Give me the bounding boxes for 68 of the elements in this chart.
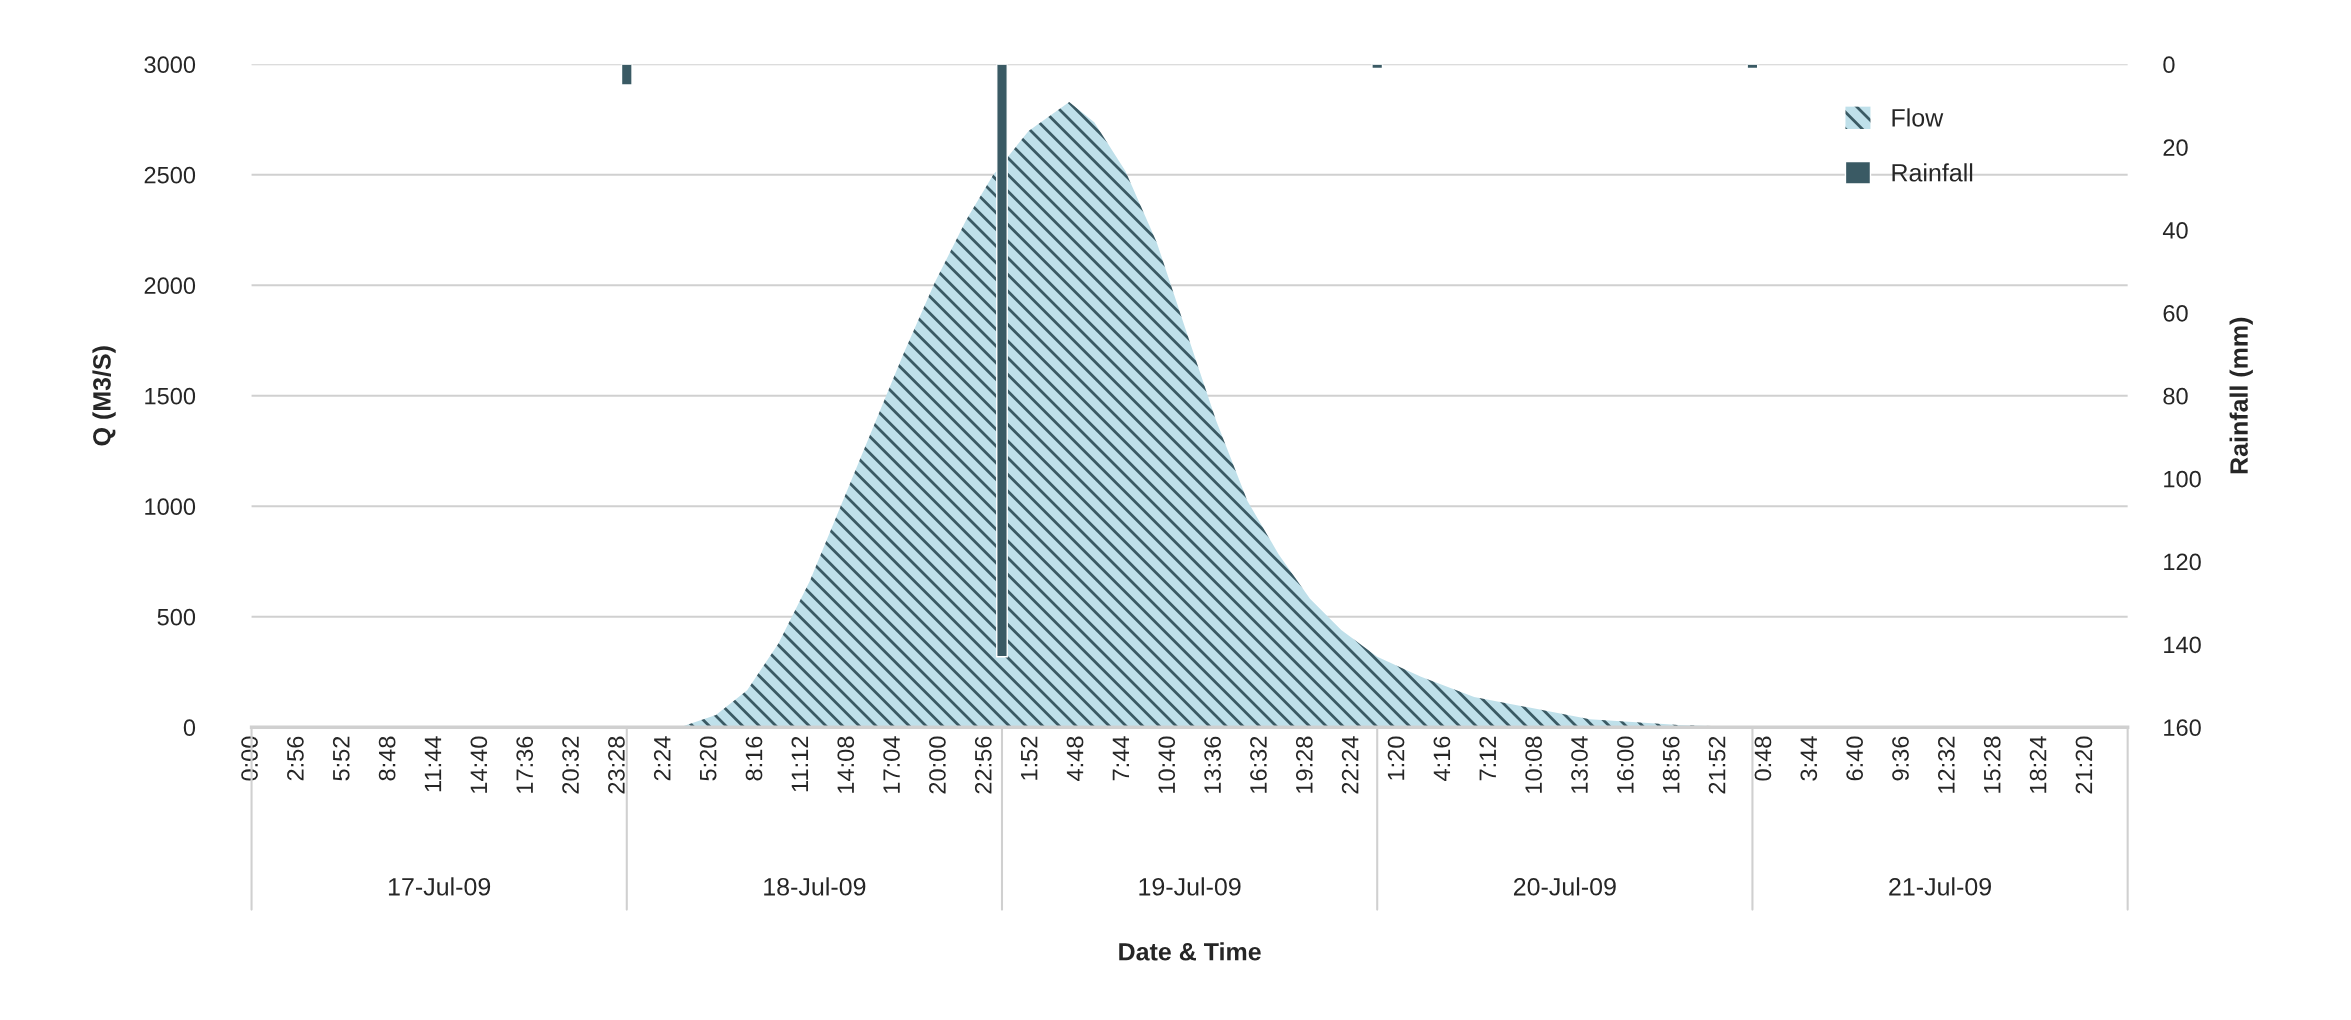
x-tick-label: 8:16 [745,736,763,781]
x-tick-label: 14:08 [837,736,855,793]
x-tick-label: 22:56 [974,736,992,794]
x-tick-label: 14:40 [470,736,488,793]
x-tick-label: 10:40 [1158,736,1176,793]
y-tick-label: 2000 [144,277,196,295]
x-tick-label: 3:44 [1800,736,1818,781]
x-tick-label: 19:28 [1295,736,1313,793]
y2-tick-label: 100 [2164,470,2201,488]
x-tick-label: 22:24 [1341,736,1359,794]
x-tick-label: 17:36 [516,736,534,793]
y-tick-label: 2500 [144,166,196,184]
x2-tick-label: 18-Jul-09 [764,877,866,896]
y2-tick-label: 60 [2163,304,2188,322]
x-tick-label: 18:24 [2029,736,2047,793]
bar [996,64,1008,658]
x-tick-label: 1:20 [1387,736,1405,780]
y2-tick-label: 120 [2164,553,2201,571]
x2-tick-label: 20-Jul-09 [1513,877,1616,896]
x-tick-label: 10:08 [1525,736,1542,793]
x-tick-label: 7:44 [1112,736,1130,781]
y2-tick-label: 80 [2163,387,2188,405]
y2-tick-label: 160 [2164,719,2201,737]
x-tick-label: 4:16 [1433,736,1451,781]
x-tick-label: 1:52 [1020,736,1038,780]
x-tick-label: 11:44 [424,736,442,792]
y-tick-label: 0 [183,719,196,737]
x-tick-label: 5:52 [332,736,350,781]
x-tick-label: 20:00 [929,736,946,794]
x-tick-label: 23:28 [608,736,625,794]
x-tick-label: 21:20 [2075,736,2093,794]
y-axis-title: Q (M3/S) [92,346,116,446]
x-tick-label: 13:36 [1204,736,1221,793]
bar [620,64,633,86]
y2-tick-label: 0 [2163,56,2175,74]
x-tick-label: 5:20 [699,736,717,781]
x-tick-label: 9:36 [1892,736,1909,781]
x-tick-label: 2:56 [287,736,304,781]
x-tick-label: 16:32 [1250,736,1267,793]
x-tick-label: 4:48 [1066,736,1084,781]
y2-tick-label: 20 [2163,139,2188,156]
x2-tick-label: 21-Jul-09 [1889,877,1991,896]
x-tick-label: 11:12 [791,736,808,792]
y-tick-label: 1000 [145,498,196,516]
y2-tick-label: 40 [2162,222,2188,239]
y2-tick-label: 140 [2164,636,2201,654]
y-tick-label: 1500 [145,387,196,405]
x-tick-label: 16:00 [1616,736,1634,793]
x-tick-label: 13:04 [1571,736,1588,793]
x-tick-label: 8:48 [378,736,396,781]
x-tick-label: 21:52 [1708,736,1726,794]
x2-tick-label: 17-Jul-09 [388,877,491,896]
x-tick-label: 0:48 [1754,736,1772,781]
x-tick-label: 20:32 [562,736,579,794]
legend-label: Flow [1892,108,1944,127]
x-tick-label: 12:32 [1938,736,1955,793]
x-tick-label: 18:56 [1662,736,1680,793]
x2-tick-label: 19-Jul-09 [1139,877,1241,896]
legend-label: Rainfall [1892,163,1973,182]
x-axis-title: Date & Time [1119,942,1261,961]
y-tick-label: 500 [157,608,196,626]
y-tick-label: 3000 [144,56,196,74]
x-tick-label: 2:24 [653,736,671,781]
x-tick-label: 7:12 [1479,736,1496,781]
x-tick-label: 15:28 [1983,736,2001,793]
x-tick-label: 17:04 [883,736,900,793]
x-tick-label: 6:40 [1846,736,1863,781]
y2-axis-title: Rainfall (mm) [2229,317,2253,474]
